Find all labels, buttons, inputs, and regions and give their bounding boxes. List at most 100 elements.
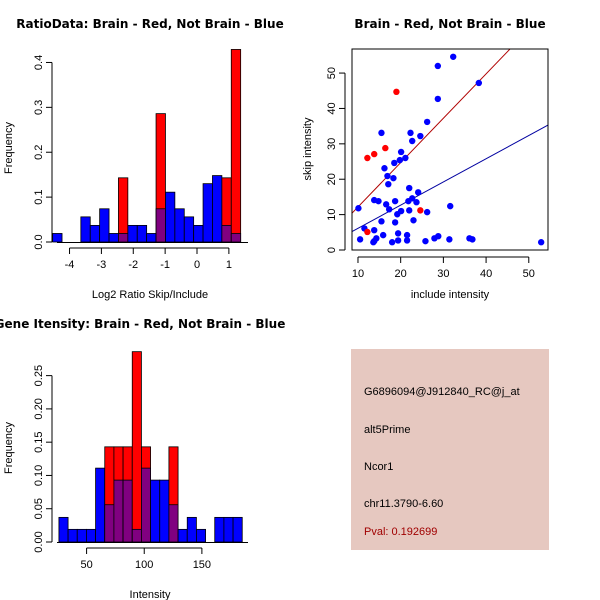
histogram-overlap-bar — [141, 467, 151, 543]
histogram-overlap-bar — [104, 504, 115, 543]
y-tick-label: 0.10 — [33, 465, 45, 486]
intensity-scatter-fit-lines — [351, 48, 549, 233]
gene-intensity-histogram-ylabel: Frequency — [3, 422, 15, 474]
not-brain-point — [423, 208, 431, 216]
histogram-bar — [150, 479, 161, 543]
histogram-bar — [52, 233, 63, 243]
y-tick-label: 20 — [326, 173, 338, 185]
histogram-bar — [186, 516, 197, 543]
histogram-bar — [118, 177, 129, 243]
ratio-histogram-bars — [52, 49, 242, 243]
y-tick-label: 0 — [326, 247, 338, 253]
x-tick-label: 0 — [194, 259, 200, 271]
gene-intensity-histogram-panel: Gene Itensity: Brain - Red, Not Brain - … — [0, 317, 285, 600]
gene-intensity-histogram-axes: 0.00 0.05 0.10 0.15 0.20 0.25 50 100 150 — [33, 365, 248, 571]
not-brain-point — [537, 239, 545, 246]
not-brain-point — [390, 174, 397, 182]
brain-point — [382, 144, 389, 152]
x-tick-label: -4 — [65, 259, 75, 271]
not-brain-point — [446, 236, 453, 243]
not-brain-point — [388, 239, 396, 246]
histogram-bar — [80, 216, 91, 243]
histogram-overlap-bar — [230, 233, 242, 243]
not-brain-point — [475, 79, 483, 87]
gene-intensity-histogram-xlabel: Intensity — [130, 589, 171, 600]
not-brain-point — [450, 53, 457, 60]
not-brain-point — [407, 129, 414, 137]
probe-info-panel: G6896094@J912840_RC@j_at alt5Prime Ncor1… — [351, 349, 549, 550]
histogram-bar — [212, 175, 223, 243]
y-tick-label: 0.2 — [33, 145, 45, 160]
not-brain-point — [370, 239, 377, 246]
intensity-scatter-title: Brain - Red, Not Brain - Blue — [354, 17, 545, 31]
y-tick-label: 0.20 — [33, 398, 45, 419]
histogram-bar — [159, 479, 170, 543]
x-tick-label: 100 — [135, 559, 153, 571]
not-brain-point — [394, 230, 402, 237]
brain-point — [393, 88, 400, 96]
x-tick-label: 30 — [437, 268, 449, 280]
histogram-bar — [67, 528, 78, 543]
event-type: alt5Prime — [364, 424, 411, 436]
gene-name: Ncor1 — [364, 461, 394, 473]
x-tick-label: 1 — [226, 259, 232, 271]
not-brain-point — [414, 189, 422, 196]
plot-box — [351, 48, 549, 251]
histogram-bar — [202, 183, 213, 243]
not-brain-point — [385, 206, 393, 213]
not-brain-point — [394, 237, 402, 244]
intensity-scatter-xlabel: include intensity — [411, 289, 490, 301]
histogram-bar — [95, 467, 106, 543]
p-value: Pval: 0.192699 — [364, 526, 438, 538]
not-brain-point — [394, 211, 401, 218]
histogram-overlap-bar — [118, 233, 129, 243]
not-brain-point — [413, 199, 420, 206]
not-brain-point — [402, 154, 409, 162]
not-brain-point — [391, 159, 398, 167]
histogram-bar — [223, 516, 234, 543]
histogram-overlap-bar — [155, 208, 166, 243]
not-brain-point — [422, 237, 429, 245]
not-brain-point — [385, 180, 392, 188]
not-brain-point — [469, 236, 476, 243]
x-tick-label: 10 — [352, 268, 364, 280]
not-brain-point — [355, 205, 362, 212]
not-brain-point — [371, 226, 378, 234]
y-tick-label: 50 — [326, 67, 338, 79]
gene-intensity-histogram-bars — [58, 351, 243, 543]
histogram-overlap-bar — [122, 479, 133, 543]
not-brain-point — [435, 232, 442, 240]
histogram-bar — [165, 191, 176, 243]
x-tick-label: 150 — [193, 559, 211, 571]
not-brain-point — [375, 197, 382, 205]
not-brain-point — [379, 231, 387, 239]
chromosome-location: chr11.3790-6.60 — [364, 498, 444, 510]
histogram-bar — [174, 208, 185, 243]
not-brain-point — [409, 137, 416, 145]
x-tick-label: 20 — [395, 268, 407, 280]
x-tick-label: -2 — [128, 259, 138, 271]
ratio-histogram-axes: 0.0 0.1 0.2 0.3 0.4 -4 -3 -2 -1 0 1 — [33, 55, 248, 271]
histogram-overlap-bar — [131, 528, 142, 543]
histogram-bar — [86, 528, 96, 543]
ratio-histogram-ylabel: Frequency — [3, 122, 15, 174]
ratio-histogram-xlabel: Log2 Ratio Skip/Include — [92, 289, 208, 301]
intensity-scatter-ylabel: skip intensity — [302, 117, 314, 180]
brain-point — [371, 150, 378, 158]
histogram-bar — [131, 351, 142, 543]
histogram-bar — [99, 208, 110, 243]
not-brain-point — [391, 219, 399, 226]
brain-point — [364, 228, 371, 236]
y-tick-label: 0.25 — [33, 365, 45, 386]
intensity-scatter-axes: 10 20 30 40 50 0 10 20 30 40 50 — [326, 48, 549, 280]
brain-point — [417, 207, 424, 214]
not-brain-point — [403, 231, 411, 239]
intensity-scatter-points — [355, 53, 545, 246]
not-brain-point — [417, 132, 424, 140]
not-brain-point — [378, 218, 385, 225]
not-brain-point — [384, 172, 391, 180]
histogram-bar — [76, 528, 87, 543]
probe-id: G6896094@J912840_RC@j_at — [364, 386, 520, 398]
x-tick-label: 50 — [80, 559, 92, 571]
